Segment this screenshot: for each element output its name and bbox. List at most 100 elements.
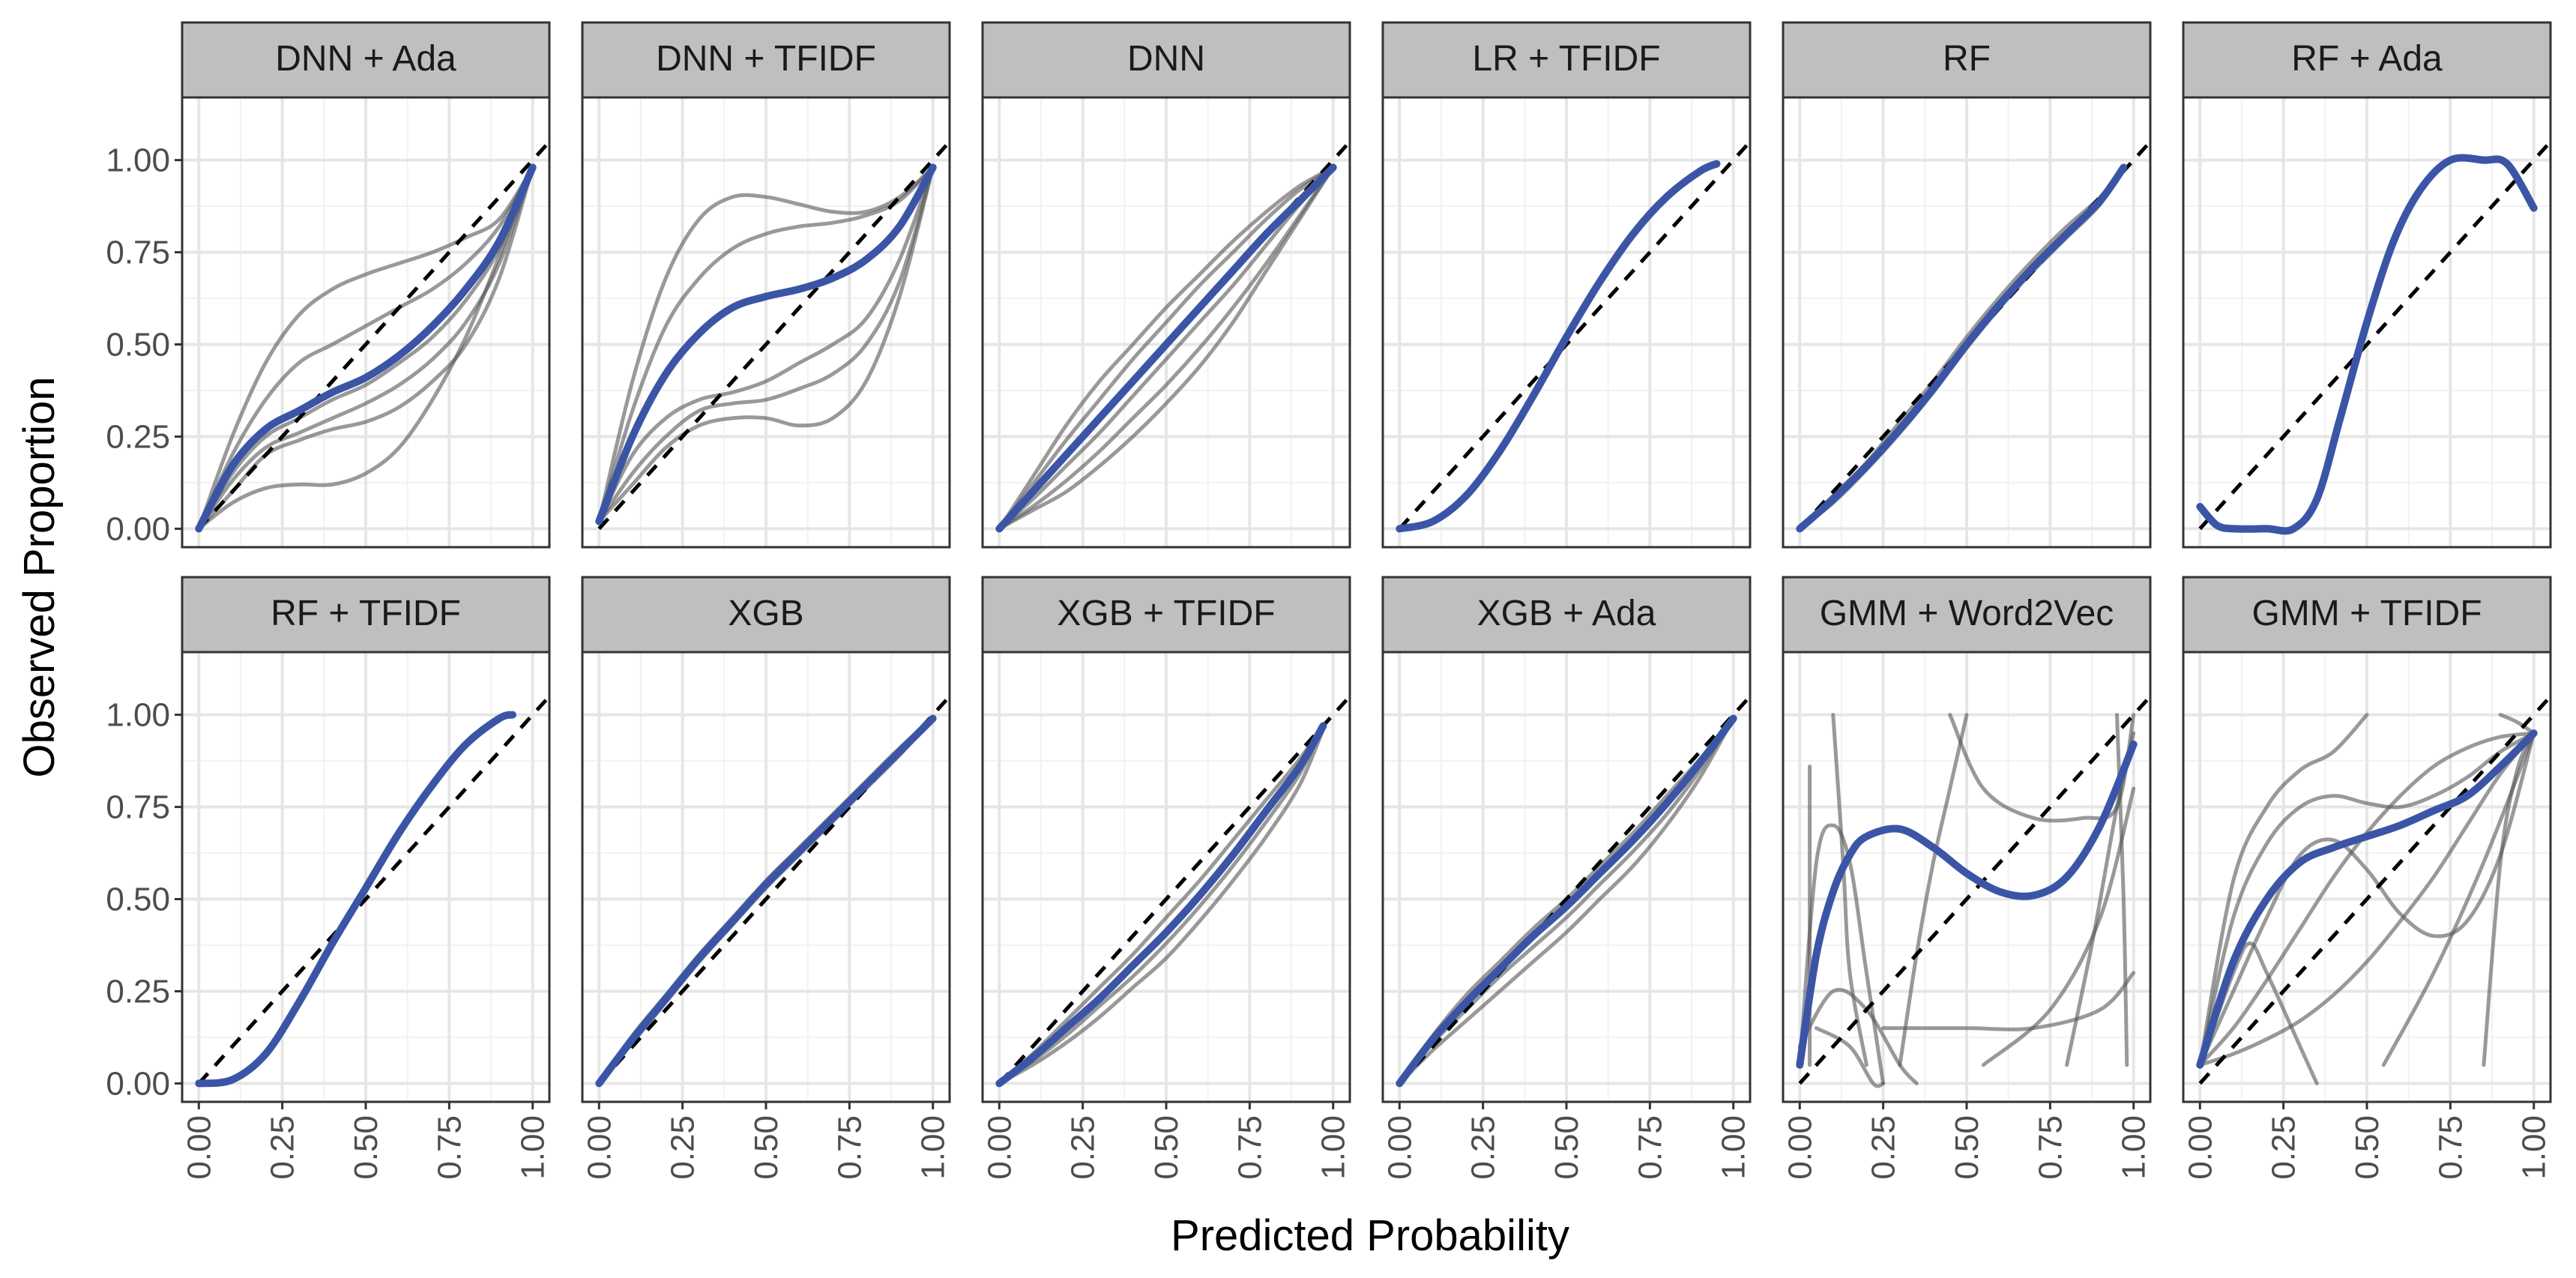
x-tick-label: 0.75 [1632, 1115, 1668, 1180]
x-tick-label: 0.50 [1949, 1115, 1985, 1180]
mean-calibration-curve [1396, 714, 1737, 1088]
fold-calibration-curve [2482, 731, 2536, 1067]
mean-calibration-curve [995, 722, 1327, 1088]
y-tick-label: 0.75 [106, 235, 170, 271]
x-tick-label: 1.00 [2516, 1115, 2553, 1180]
fold-calibration-curve [997, 723, 1325, 1085]
panel-plot-area [195, 140, 549, 533]
facet-panel: LR + TFIDF [1381, 21, 1752, 549]
facet-panel: XGB + Ada 0.00 0.25 0.50 0.75 1.00 [1381, 576, 1752, 1180]
panel-border [181, 96, 551, 549]
facet-panel: RF [1782, 21, 2152, 549]
facet-strip-label: XGB + Ada [1477, 594, 1656, 633]
x-tick-label: 0.25 [1065, 1115, 1102, 1180]
facet-panel: XGB 0.00 0.25 0.50 0.75 1.00 [581, 576, 952, 1180]
x-tick-label: 0.25 [665, 1115, 702, 1180]
panel-plot-area [1796, 140, 2150, 533]
fold-calibration-curve [997, 165, 1336, 531]
fold-calibration-curve [2198, 731, 2536, 1067]
facet-strip-label: GMM + Word2Vec [1820, 594, 2114, 633]
reference-diagonal [1798, 695, 2150, 1085]
facet-strip [1782, 21, 2152, 99]
mean-calibration-curve [1396, 160, 1721, 533]
mean-calibration-curve [595, 163, 937, 525]
facet-strip [1782, 576, 2152, 654]
fold-calibration-curve [1397, 717, 1736, 1085]
fold-calibration-curve [997, 165, 1336, 531]
fold-calibration-curve [2498, 713, 2536, 735]
y-tick-label: 0.00 [106, 510, 170, 547]
facet-strip-label: DNN [1127, 39, 1205, 79]
y-tick-label: 0.50 [106, 881, 170, 918]
panel-grid [1783, 97, 2150, 547]
fold-calibration-curve [597, 165, 935, 524]
x-tick-label: 1.00 [515, 1115, 552, 1180]
facet-strip [981, 21, 1351, 99]
facet-strip-label: LR + TFIDF [1472, 39, 1660, 79]
x-tick-label: 1.00 [1716, 1115, 1752, 1180]
fold-calibration-curve [2198, 731, 2536, 1067]
panel-grid [983, 652, 1350, 1102]
x-tick-label: 0.00 [581, 1115, 618, 1180]
panel-border [1381, 96, 1752, 549]
facet-panel: RF + Ada [2182, 21, 2552, 549]
facet-strip-label: GMM + TFIDF [2251, 594, 2482, 633]
mean-calibration-curve [1796, 163, 2128, 533]
y-tick-label: 0.75 [106, 789, 170, 826]
fold-calibration-curve [2115, 713, 2129, 1067]
panel-plot-area [1396, 695, 1750, 1088]
facet-panels: DNN + Ada 0.00 0.25 0.50 0.75 1.00 DNN + TFIDF… [106, 21, 2553, 1180]
x-axis-title: Predicted Probability [1171, 1211, 1569, 1260]
mean-calibration-curve [995, 163, 1337, 533]
facet-strip-label: RF + Ada [2291, 39, 2443, 79]
facet-panel: DNN + TFIDF [581, 21, 951, 549]
facet-strip-label: RF + TFIDF [271, 594, 461, 633]
reference-diagonal [197, 140, 549, 531]
facet-strip [581, 21, 951, 99]
x-tick-label: 0.25 [1465, 1115, 1502, 1180]
facet-strip [181, 21, 551, 99]
panel-plot-area [1796, 695, 2150, 1088]
fold-calibration-curve [997, 727, 1325, 1085]
y-tick-label: 1.00 [106, 697, 170, 734]
facet-strip-label: XGB [728, 594, 803, 633]
y-axis-title: Observed Proportion [15, 376, 64, 777]
x-tick-label: 0.50 [348, 1115, 384, 1180]
fold-calibration-curve [597, 165, 935, 524]
panel-border [1782, 96, 2152, 549]
mean-calibration-curve [1796, 741, 2138, 1069]
fold-calibration-curve [2198, 713, 2369, 1067]
x-tick-label: 0.75 [831, 1115, 868, 1180]
facet-panel: RF + TFIDF 0.00 0.25 0.50 0.75 1.00 0.00 0.25 0.… [106, 576, 552, 1180]
x-tick-label: 0.25 [1865, 1115, 1902, 1180]
facet-panel: GMM + TFIDF 0.00 0.25 0.50 0.75 1.00 [2182, 576, 2553, 1180]
fold-calibration-curve [196, 165, 535, 531]
fold-calibration-curve [597, 165, 935, 524]
facet-strip-label: RF [1943, 39, 1991, 79]
x-tick-label: 0.50 [1548, 1115, 1585, 1180]
y-tick-label: 0.00 [106, 1065, 170, 1102]
x-tick-label: 0.75 [2432, 1115, 2469, 1180]
x-tick-label: 0.25 [2266, 1115, 2302, 1180]
fold-calibration-curve [997, 165, 1336, 531]
facet-strip [581, 576, 951, 654]
fold-calibration-curve [1815, 1026, 1886, 1088]
x-tick-label: 0.00 [1782, 1115, 1818, 1180]
y-tick-label: 1.00 [106, 142, 170, 179]
fold-calibration-curve [997, 723, 1325, 1085]
reference-diagonal [998, 695, 1350, 1085]
facet-strip [2182, 21, 2552, 99]
x-tick-label: 0.50 [2349, 1115, 2386, 1180]
facet-strip-label: XGB + TFIDF [1057, 594, 1275, 633]
fold-calibration-curve [196, 165, 535, 531]
reference-diagonal [1398, 140, 1750, 531]
x-tick-label: 0.00 [2182, 1115, 2218, 1180]
fold-calibration-curve [196, 165, 535, 531]
x-tick-label: 0.75 [431, 1115, 468, 1180]
reference-diagonal [2198, 695, 2551, 1085]
mean-calibration-curve [595, 714, 937, 1088]
mean-calibration-curve [2196, 154, 2538, 535]
panel-plot-area [1396, 140, 1750, 533]
facet-strip [1381, 21, 1752, 99]
fold-calibration-curve [196, 165, 535, 531]
